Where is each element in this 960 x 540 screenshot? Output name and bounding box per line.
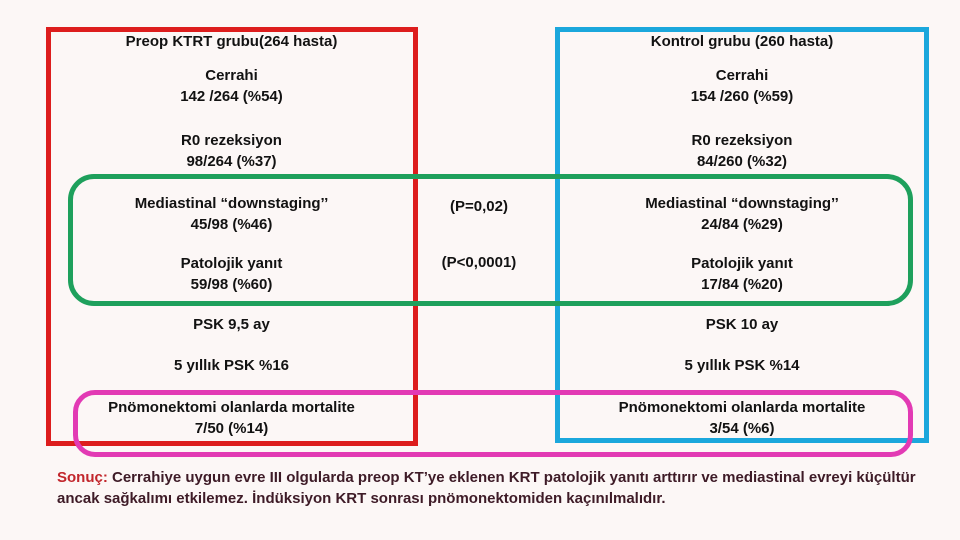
kontrol-psk5-row: 5 yıllık PSK %14 [684,357,800,374]
conclusion-label: Sonuç: [57,469,108,486]
kontrol-pnomonektomi-row: Pnömonektomi olanlarda mortalite 3/54 (%… [561,397,923,439]
kontrol-downstaging-row: Mediastinal “downstaging’’ 24/84 (%29) [561,193,923,235]
stat-label: Cerrahi [205,67,258,84]
kontrol-group-box [555,27,929,443]
stat-value: 3/54 (%6) [709,420,775,437]
preop-downstaging-row: Mediastinal “downstaging’’ 45/98 (%46) [51,193,412,235]
preop-psk-row: PSK 9,5 ay [193,316,270,333]
significance-highlight-box [68,174,913,306]
stat-label: Pnömonektomi olanlarda mortalite [618,399,866,416]
kontrol-psk-row: PSK 10 ay [705,316,779,333]
mortality-highlight-box [73,390,913,457]
kontrol-cerrahi-row: Cerrahi 154 /260 (%59) [561,65,923,107]
kontrol-patolojik-row: Patolojik yanıt 17/84 (%20) [561,253,923,295]
stat-value: 17/84 (%20) [701,276,783,293]
preop-patolojik-row: Patolojik yanıt 59/98 (%60) [51,253,412,295]
stat-value: 24/84 (%29) [701,216,783,233]
preop-r0-row: R0 rezeksiyon 98/264 (%37) [51,130,412,172]
kontrol-group-title: Kontrol grubu (260 hasta) [650,33,834,50]
preop-group-box [46,27,418,446]
conclusion-text: Sonuç: Cerrahiye uygun evre III olgulard… [57,467,919,509]
stat-label: R0 rezeksiyon [691,132,793,149]
preop-group-title: Preop KTRT grubu(264 hasta) [125,33,338,50]
preop-psk5-row: 5 yıllık PSK %16 [173,357,290,374]
stat-value: 84/260 (%32) [696,153,788,170]
stat-value: 98/264 (%37) [186,153,277,170]
preop-pnomonektomi-row: Pnömonektomi olanlarda mortalite 7/50 (%… [51,397,412,439]
p-value-downstaging: (P=0,02) [450,198,508,215]
stat-value: 154 /260 (%59) [690,88,794,105]
p-value-pathologic: (P<0,0001) [441,254,517,271]
stat-label: Patolojik yanıt [180,255,283,272]
stat-label: R0 rezeksiyon [181,132,282,149]
kontrol-r0-row: R0 rezeksiyon 84/260 (%32) [561,130,923,172]
stat-label: Cerrahi [715,67,769,84]
stat-label: Mediastinal “downstaging’’ [645,195,839,212]
preop-cerrahi-row: Cerrahi 142 /264 (%54) [51,65,412,107]
stat-label: Patolojik yanıt [691,255,793,272]
stat-value: 59/98 (%60) [190,276,273,293]
stat-label: Pnömonektomi olanlarda mortalite [108,399,355,416]
stat-value: 45/98 (%46) [190,216,273,233]
conclusion-body: Cerrahiye uygun evre III olgularda preop… [57,469,916,507]
stat-value: 7/50 (%14) [194,420,269,437]
stat-label: Mediastinal “downstaging’’ [134,195,329,212]
stat-value: 142 /264 (%54) [180,88,283,105]
